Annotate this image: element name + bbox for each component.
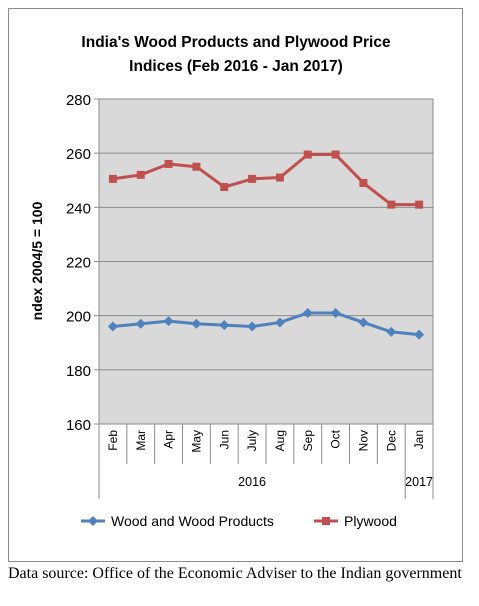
data-point-plywood [415,200,424,209]
y-tick-label: 260 [66,146,91,163]
x-tick-label: Mar [134,430,148,451]
data-point-plywood [387,200,396,209]
data-point-wood-and-wood-products [274,317,285,328]
data-point-plywood [331,150,340,159]
x-tick-label: May [189,430,203,453]
series-line-wood-and-wood-products [112,311,420,337]
y-tick-label: 180 [66,363,91,380]
legend-label: Plywood [344,513,397,529]
y-axis-label: ndex 2004/5 = 100 [29,201,45,320]
chart-frame: India's Wood Products and Plywood Price I… [8,8,463,562]
legend-entry-wood-and-wood-products: Wood and Wood Products [81,513,274,529]
data-point-wood-and-wood-products [358,317,369,328]
legend-marker [322,517,330,525]
data-point-plywood [248,174,257,183]
x-tick-label: Nov [356,430,370,451]
line-chart: India's Wood Products and Plywood Price I… [29,34,434,529]
series-line-plywood [112,153,420,207]
y-tick-label: 160 [66,417,91,434]
data-source-note: Data source: Office of the Economic Advi… [8,565,462,582]
data-point-plywood [136,170,145,179]
x-tick-label: Jan [412,430,426,449]
y-tick-label: 220 [66,255,91,272]
data-point-wood-and-wood-products [386,326,397,337]
x-tick-label: Aug [273,430,287,451]
x-axis: Feb Mar Apr May Jun July Aug Sep Oct Nov Dec Jan 201… [98,424,434,499]
legend: Wood and Wood Products Plywood [81,513,397,529]
chart-title: India's Wood Products and Plywood Price I… [81,34,391,75]
chart-title-line-1: India's Wood Products and Plywood Price [81,34,391,51]
data-point-plywood [164,160,173,168]
x-tick-label: Dec [384,430,398,451]
legend-entry-plywood: Plywood [314,513,397,529]
legend-label: Wood and Wood Products [111,513,274,529]
x-group-label-2017: 2017 [405,475,433,489]
data-point-plywood [359,178,368,187]
data-point-wood-and-wood-products [302,307,313,318]
data-point-wood-and-wood-products [247,321,258,332]
series-wood-and-wood-products [107,307,425,340]
gridlines [99,152,433,371]
data-series [107,150,425,340]
data-point-wood-and-wood-products [330,307,341,318]
y-axis: 160 180 200 220 240 260 280 [66,92,99,434]
data-point-wood-and-wood-products [107,321,118,332]
data-point-plywood [108,174,117,183]
x-tick-label: Jun [217,430,231,449]
series-plywood [108,150,424,209]
legend-marker [88,516,98,526]
data-point-plywood [303,150,312,159]
x-group-label-2016: 2016 [238,475,266,489]
x-tick-label: Feb [106,430,120,451]
x-tick-label: Apr [162,430,176,449]
data-point-wood-and-wood-products [163,316,174,327]
data-point-wood-and-wood-products [191,318,202,329]
y-tick-label: 200 [66,309,91,326]
data-point-plywood [192,162,201,171]
data-point-wood-and-wood-products [135,318,146,329]
data-point-plywood [220,183,229,192]
data-point-wood-and-wood-products [414,329,425,340]
data-point-plywood [275,173,284,182]
chart-title-line-2: Indices (Feb 2016 - Jan 2017) [129,58,343,75]
x-tick-label: July [245,430,259,451]
y-tick-label: 240 [66,200,91,217]
x-tick-label: Oct [329,429,343,448]
data-point-wood-and-wood-products [219,320,230,331]
y-tick-label: 280 [66,92,91,109]
x-tick-label: Sep [301,430,315,452]
